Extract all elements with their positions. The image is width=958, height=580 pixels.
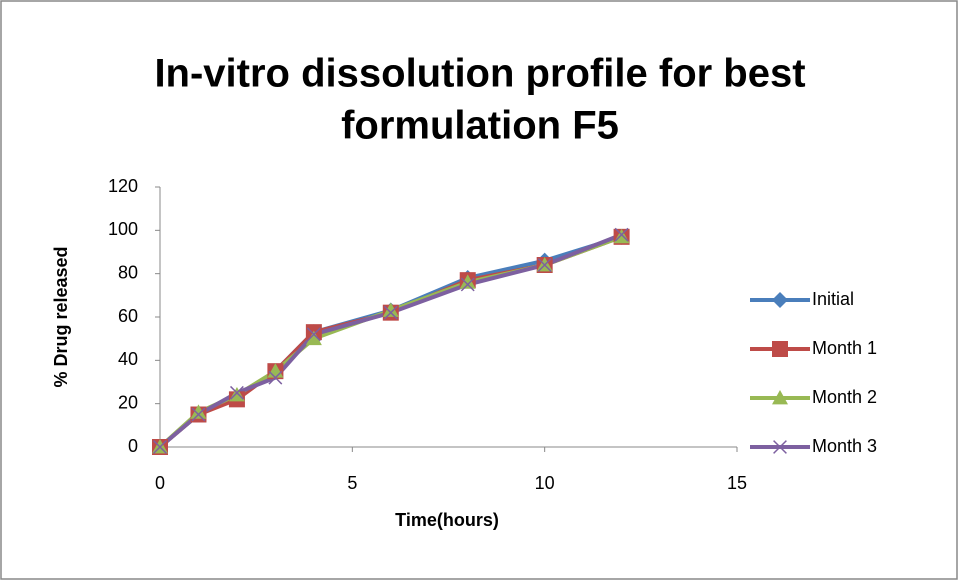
marker: [537, 258, 552, 272]
y-tick-label: 40: [118, 349, 138, 369]
marker: [772, 292, 788, 308]
marker: [305, 330, 322, 346]
legend-label: Month 3: [812, 436, 877, 456]
y-tick-label: 120: [108, 176, 138, 196]
y-tick-label: 60: [118, 306, 138, 326]
marker: [459, 274, 476, 289]
x-tick-label: 15: [727, 473, 747, 493]
x-axis-title: Time(hours): [395, 510, 499, 530]
legend-label: Initial: [812, 289, 854, 309]
marker: [191, 407, 206, 422]
y-axis-title: % Drug released: [51, 246, 71, 387]
x-tick-label: 10: [535, 473, 555, 493]
marker: [383, 305, 398, 320]
marker: [772, 390, 788, 405]
y-tick-label: 80: [118, 262, 138, 282]
y-tick-label: 0: [128, 436, 138, 456]
marker: [773, 440, 787, 454]
marker: [614, 227, 629, 242]
marker: [230, 385, 244, 400]
chart-title: In-vitro dissolution profile for best: [154, 52, 805, 96]
x-tick-label: 0: [155, 473, 165, 493]
x-tick-label: 5: [347, 473, 357, 493]
marker: [382, 302, 399, 317]
y-tick-label: 100: [108, 219, 138, 239]
chart-title: formulation F5: [341, 104, 619, 148]
marker: [153, 440, 167, 454]
marker: [460, 277, 475, 292]
marker: [268, 370, 283, 385]
legend-label: Month 1: [812, 338, 877, 358]
marker: [772, 341, 788, 357]
legend-label: Month 2: [812, 387, 877, 407]
y-tick-label: 20: [118, 392, 138, 412]
marker: [190, 404, 207, 419]
marker: [306, 327, 321, 342]
